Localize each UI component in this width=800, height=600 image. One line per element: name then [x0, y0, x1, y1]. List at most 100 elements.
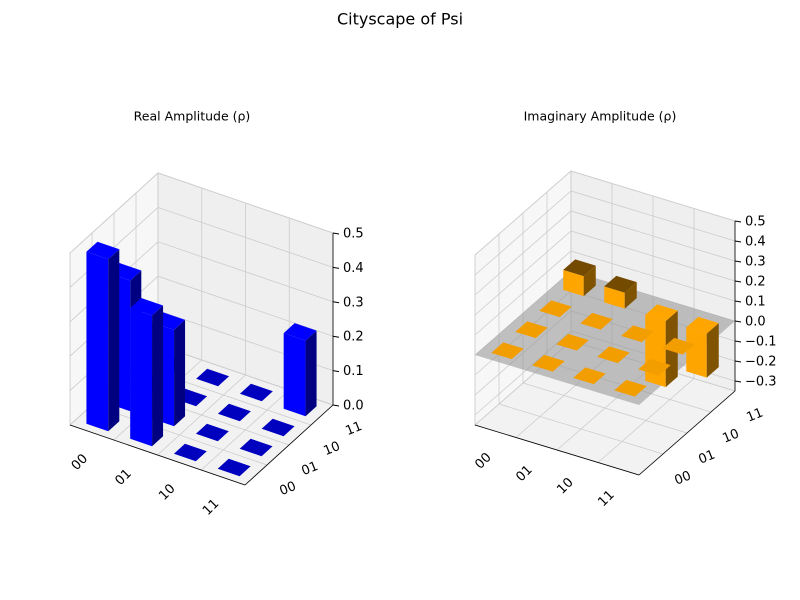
- bar: [261, 418, 295, 437]
- z-tick: [734, 380, 742, 383]
- x-axis: [69, 424, 246, 486]
- bar-side: [706, 323, 719, 378]
- bar-side: [152, 305, 164, 447]
- y-tick-label: 10: [721, 426, 742, 446]
- bar: [686, 316, 719, 378]
- bar-side: [108, 249, 120, 432]
- figure-title: Cityscape of Psi: [337, 10, 463, 29]
- bar-front: [645, 314, 666, 388]
- z-tick: [734, 340, 742, 343]
- z-tick-label: 0.0: [745, 315, 766, 330]
- z-tick: [332, 232, 340, 235]
- bar: [621, 325, 654, 343]
- bar-top: [173, 443, 207, 462]
- z-tick: [734, 260, 742, 263]
- bar-front: [686, 327, 707, 378]
- bar: [580, 312, 613, 330]
- bar-top: [604, 275, 637, 293]
- y-axis: [244, 404, 334, 486]
- z-tick: [332, 266, 340, 269]
- bar: [597, 346, 630, 364]
- y-tick-label: 00: [673, 468, 694, 488]
- y-tick-label: 11: [344, 419, 365, 439]
- y-tick-label: 10: [322, 439, 343, 459]
- z-tick-label: 0.5: [745, 215, 766, 230]
- bar-top: [217, 458, 251, 477]
- y-tick-label: 01: [300, 459, 321, 479]
- bar: [283, 323, 317, 417]
- z-tick-label: 0.2: [343, 330, 364, 345]
- bar-top: [283, 323, 317, 341]
- bar: [173, 443, 207, 462]
- bar-front: [86, 251, 109, 432]
- bar-front: [283, 333, 306, 417]
- grid-line: [522, 213, 688, 434]
- z-tick-label: 0.0: [343, 399, 364, 414]
- bar-top: [196, 368, 230, 387]
- bar-top: [239, 383, 273, 402]
- z-tick: [734, 240, 742, 243]
- bar-top: [597, 346, 630, 364]
- bar: [573, 367, 606, 385]
- bar-top: [573, 367, 606, 385]
- bar-top: [621, 325, 654, 343]
- bar-top: [686, 316, 719, 334]
- z-tick-label: 0.3: [745, 255, 766, 270]
- bar-top: [491, 342, 524, 360]
- bar-top: [580, 312, 613, 330]
- panel: Real Amplitude (ρ) 0.0 0.1 0.2 0.3 0.4 0.5 0001…: [69, 109, 365, 519]
- bar-front: [130, 308, 153, 447]
- bar: [556, 333, 589, 351]
- bar: [239, 438, 273, 457]
- y-tick-label: 00: [278, 479, 299, 499]
- bar: [604, 275, 637, 309]
- x-axis: [474, 424, 640, 476]
- bar-side: [624, 282, 637, 309]
- z-tick-label: −0.2: [745, 355, 777, 370]
- panel: Imaginary Amplitude (ρ) −0.3 −0.2 −0.1 0.0 0.…: [472, 109, 776, 510]
- bar-top: [614, 379, 647, 397]
- y-tick-label: 01: [697, 447, 718, 467]
- z-tick: [332, 301, 340, 304]
- bar-top: [195, 423, 229, 442]
- bar: [130, 298, 164, 447]
- bar: [195, 423, 229, 442]
- bar: [86, 241, 120, 432]
- bar: [532, 354, 565, 372]
- z-tick-label: 0.1: [745, 295, 766, 310]
- z-tick: [734, 320, 742, 323]
- grid-line: [69, 172, 334, 254]
- bar-top: [86, 241, 120, 260]
- bar-top: [515, 321, 548, 339]
- bar: [491, 342, 524, 360]
- panel-title: Imaginary Amplitude (ρ): [524, 109, 677, 124]
- bar-side: [583, 265, 596, 297]
- y-tick-label: 11: [745, 405, 766, 425]
- z-tick-label: −0.1: [745, 335, 777, 350]
- bar: [662, 337, 695, 355]
- bar-top: [261, 418, 295, 437]
- z-tick-label: 0.1: [343, 364, 364, 379]
- bar: [217, 403, 251, 422]
- bar: [196, 368, 230, 387]
- bar-top: [539, 300, 572, 318]
- bar-top: [563, 259, 596, 277]
- bar-front: [563, 269, 584, 297]
- z-tick-label: 0.3: [343, 295, 364, 310]
- bar: [515, 321, 548, 339]
- bar-top: [662, 337, 695, 355]
- bar-front: [604, 286, 625, 309]
- bar-top: [556, 333, 589, 351]
- bar-top: [532, 354, 565, 372]
- grid-line: [474, 170, 736, 256]
- bar: [539, 300, 572, 318]
- bar-top: [645, 304, 678, 322]
- z-tick: [332, 335, 340, 338]
- z-tick: [734, 280, 742, 283]
- bar-top: [239, 438, 273, 457]
- z-tick-label: 0.4: [343, 261, 364, 276]
- bar-top: [638, 358, 671, 376]
- bar: [563, 259, 596, 297]
- bar-side: [305, 330, 317, 417]
